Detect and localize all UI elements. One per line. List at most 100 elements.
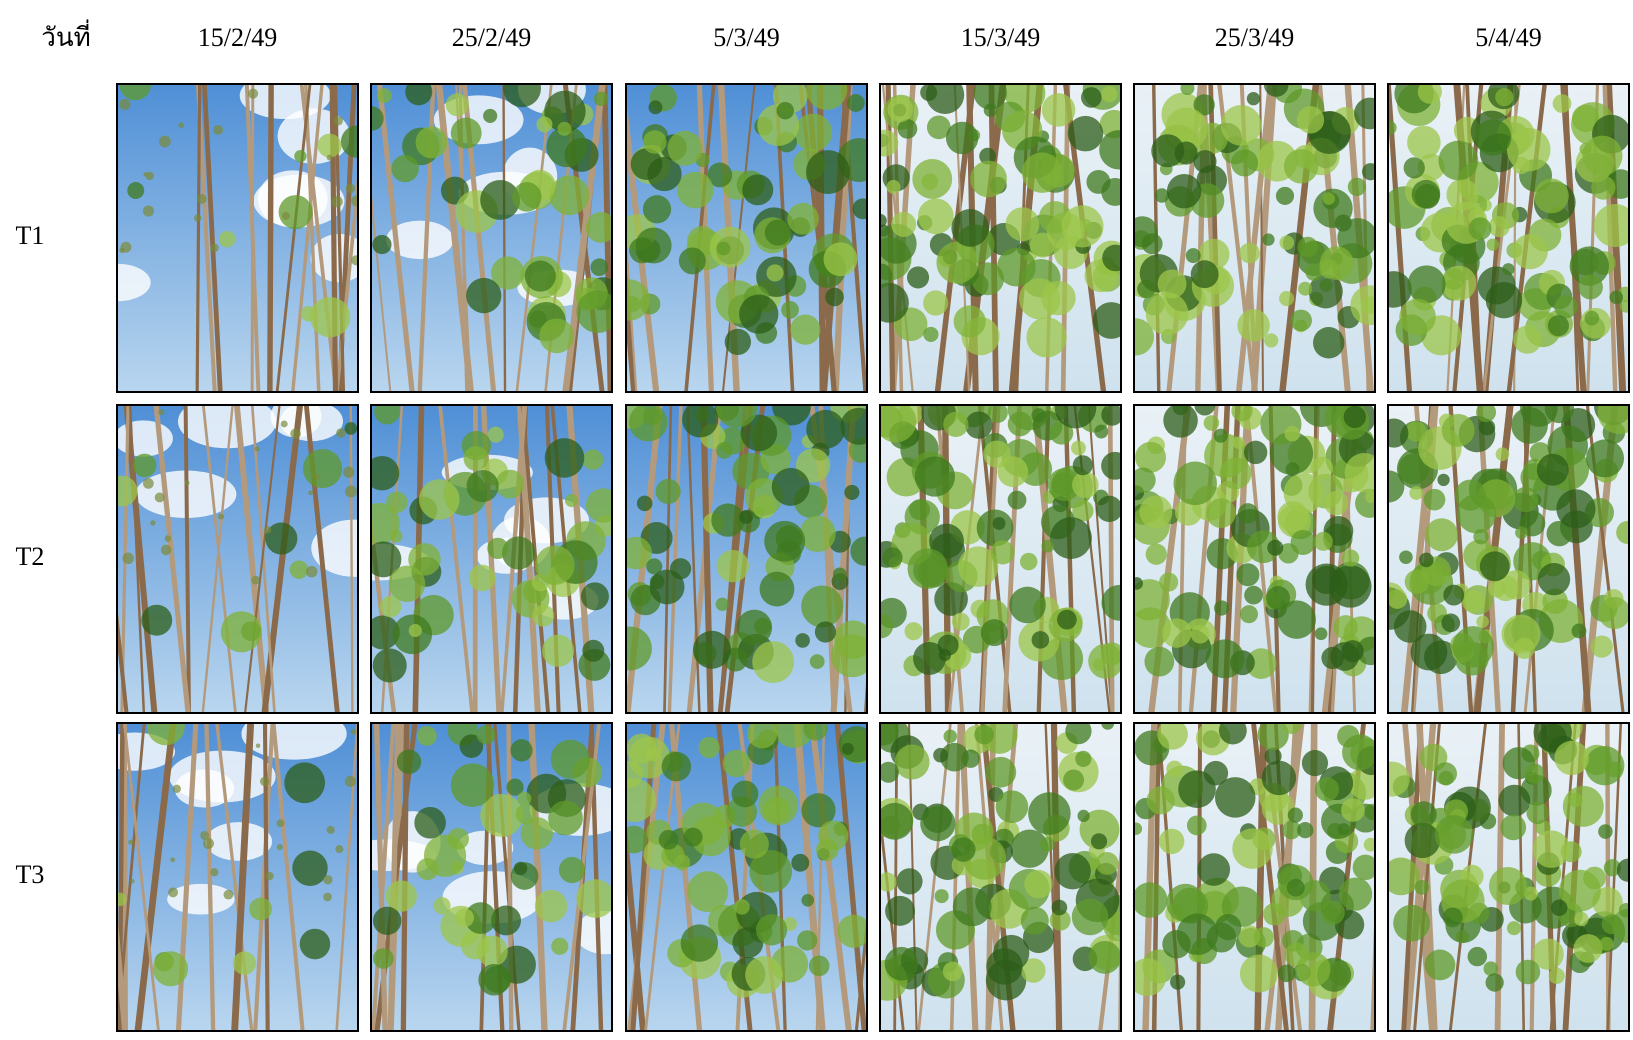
foliage: [791, 854, 809, 872]
foliage: [711, 503, 744, 536]
leaf: [351, 729, 357, 735]
foliage: [1412, 180, 1441, 209]
foliage: [891, 212, 916, 237]
foliage: [965, 412, 992, 439]
foliage: [797, 930, 817, 950]
leaf: [327, 826, 335, 834]
foliage: [1578, 275, 1603, 300]
foliage: [1507, 921, 1521, 935]
foliage: [469, 565, 496, 592]
foliage: [1348, 178, 1366, 196]
foliage: [303, 449, 342, 488]
foliage: [1407, 126, 1441, 160]
leaf: [119, 99, 130, 110]
foliage: [908, 548, 948, 588]
foliage: [1207, 923, 1237, 953]
foliage: [656, 479, 681, 504]
foliage: [1425, 950, 1456, 981]
foliage: [620, 826, 648, 854]
foliage: [1537, 454, 1569, 486]
foliage: [815, 621, 836, 642]
foliage: [803, 717, 827, 741]
foliage: [1102, 245, 1129, 272]
foliage: [292, 850, 327, 885]
cloud: [241, 708, 346, 760]
foliage: [682, 401, 718, 437]
foliage: [1162, 618, 1191, 647]
leaf: [128, 839, 133, 844]
foliage: [1297, 106, 1324, 133]
foliage: [300, 929, 331, 960]
foliage: [1313, 327, 1344, 358]
foliage: [1170, 975, 1185, 990]
leaf: [256, 744, 260, 748]
foliage: [1411, 634, 1448, 671]
foliage: [517, 792, 531, 806]
leaf: [173, 785, 181, 793]
foliage: [1263, 903, 1285, 925]
foliage: [153, 951, 188, 986]
foliage: [833, 567, 846, 580]
foliage: [1072, 899, 1109, 936]
foliage: [1081, 87, 1102, 108]
foliage: [1187, 816, 1207, 836]
foliage: [1267, 540, 1283, 556]
foliage: [801, 894, 814, 907]
foliage: [294, 150, 306, 162]
foliage: [650, 570, 685, 605]
foliage: [760, 572, 795, 607]
leaf: [122, 553, 133, 564]
foliage: [1088, 644, 1123, 679]
foliage: [974, 725, 994, 745]
foliage: [1279, 235, 1294, 250]
leaf: [260, 777, 269, 786]
foliage: [1041, 281, 1075, 315]
foliage: [824, 242, 858, 276]
foliage: [1538, 563, 1570, 595]
leaf: [345, 776, 356, 787]
leaf: [218, 514, 224, 520]
row-label: T1: [16, 221, 45, 250]
foliage: [1375, 762, 1410, 797]
foliage: [478, 964, 510, 996]
foliage: [1191, 625, 1210, 644]
foliage: [1306, 564, 1348, 606]
foliage: [310, 297, 350, 337]
leaf: [343, 466, 354, 477]
foliage: [373, 648, 407, 682]
foliage: [781, 301, 799, 319]
foliage: [986, 948, 1022, 984]
foliage: [876, 803, 913, 840]
foliage: [1050, 517, 1092, 559]
date-label: 5/4/49: [1475, 23, 1541, 52]
foliage: [1408, 265, 1446, 303]
foliage: [532, 605, 554, 627]
photo: [95, 707, 358, 1031]
foliage: [1405, 823, 1440, 858]
foliage: [1022, 152, 1062, 192]
foliage: [1247, 92, 1260, 105]
foliage: [405, 78, 432, 105]
foliage: [637, 496, 653, 512]
leaf: [334, 116, 343, 125]
foliage: [1298, 282, 1312, 296]
foliage: [716, 598, 729, 611]
foliage: [801, 585, 843, 627]
foliage: [1393, 905, 1430, 942]
foliage: [1159, 829, 1184, 854]
foliage: [1159, 572, 1178, 591]
foliage: [113, 893, 127, 907]
foliage: [1197, 853, 1230, 886]
foliage: [1072, 472, 1099, 499]
foliage: [745, 956, 783, 994]
foliage: [1277, 501, 1308, 532]
foliage: [377, 88, 392, 103]
foliage: [1073, 455, 1093, 475]
foliage: [1382, 121, 1396, 135]
foliage: [765, 220, 791, 246]
foliage: [888, 96, 914, 122]
foliage: [1487, 238, 1499, 250]
foliage: [1362, 163, 1379, 180]
foliage: [1375, 271, 1412, 308]
foliage: [279, 195, 313, 229]
